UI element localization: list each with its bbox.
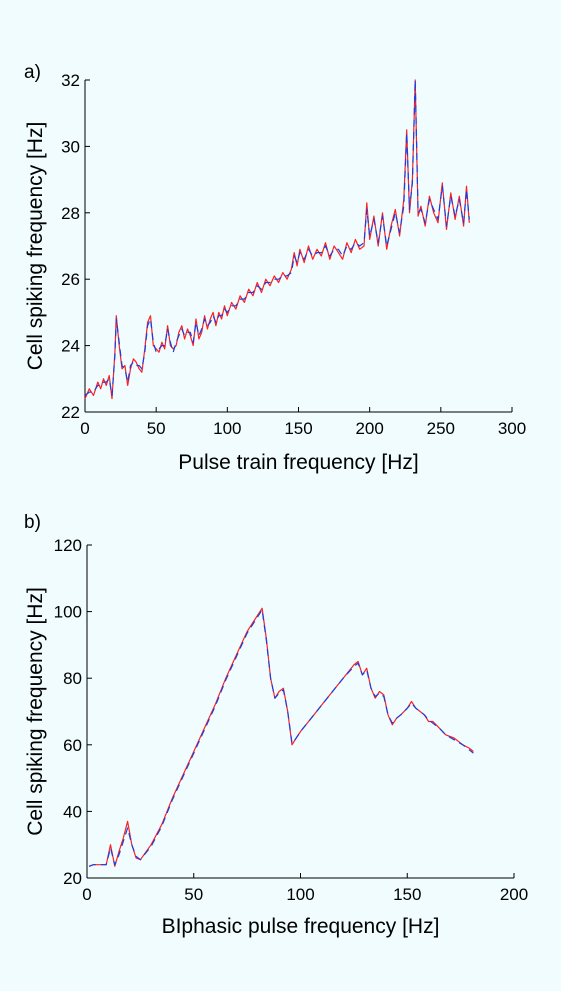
y-tick-label: 80 bbox=[63, 669, 82, 688]
x-tick-label: 300 bbox=[498, 419, 526, 438]
x-tick-label: 0 bbox=[80, 419, 89, 438]
x-tick-label: 0 bbox=[82, 885, 91, 904]
y-tick-label: 30 bbox=[61, 137, 80, 156]
chart-panel-2: 0 50 100 150 200 20 40 60 80 100 120 b) BIphasic pul… bbox=[24, 512, 528, 938]
y-tick-label: 20 bbox=[63, 869, 82, 888]
y-tick-label: 26 bbox=[61, 270, 80, 289]
y-tick-label: 28 bbox=[61, 204, 80, 223]
series-line-2 bbox=[88, 609, 474, 867]
chart-panel-1: 0 50 100 150 200 250 300 22 24 26 28 30 32 a) Pulse tr… bbox=[24, 62, 526, 474]
x-tick-label: 50 bbox=[147, 419, 166, 438]
panel-label: a) bbox=[24, 62, 41, 83]
x-axis-title: BIphasic pulse frequency [Hz] bbox=[162, 915, 440, 938]
x-tick-label: 150 bbox=[393, 885, 421, 904]
y-tick-label: 40 bbox=[63, 802, 82, 821]
y-tick-label: 60 bbox=[63, 736, 82, 755]
x-tick-label: 50 bbox=[184, 885, 203, 904]
x-tick-label: 200 bbox=[500, 885, 528, 904]
x-tick-label: 150 bbox=[284, 419, 312, 438]
y-tick-label: 22 bbox=[61, 403, 80, 422]
y-tick-label: 24 bbox=[61, 337, 80, 356]
x-tick-label: 100 bbox=[213, 419, 241, 438]
x-axis-title: Pulse train frequency [Hz] bbox=[178, 451, 418, 474]
series-line-1 bbox=[84, 79, 470, 400]
y-axis-title: Cell spiking frequency [Hz] bbox=[24, 587, 47, 836]
y-tick-label: 100 bbox=[54, 603, 82, 622]
y-tick-label: 32 bbox=[61, 71, 80, 90]
series-line-1 bbox=[88, 607, 474, 867]
y-tick-label: 120 bbox=[54, 536, 82, 555]
x-tick-label: 100 bbox=[286, 885, 314, 904]
x-tick-label: 250 bbox=[427, 419, 455, 438]
y-axis-title: Cell spiking frequency [Hz] bbox=[24, 122, 47, 371]
series-line-2 bbox=[84, 79, 470, 396]
x-tick-label: 200 bbox=[355, 419, 383, 438]
panel-label: b) bbox=[24, 512, 41, 533]
